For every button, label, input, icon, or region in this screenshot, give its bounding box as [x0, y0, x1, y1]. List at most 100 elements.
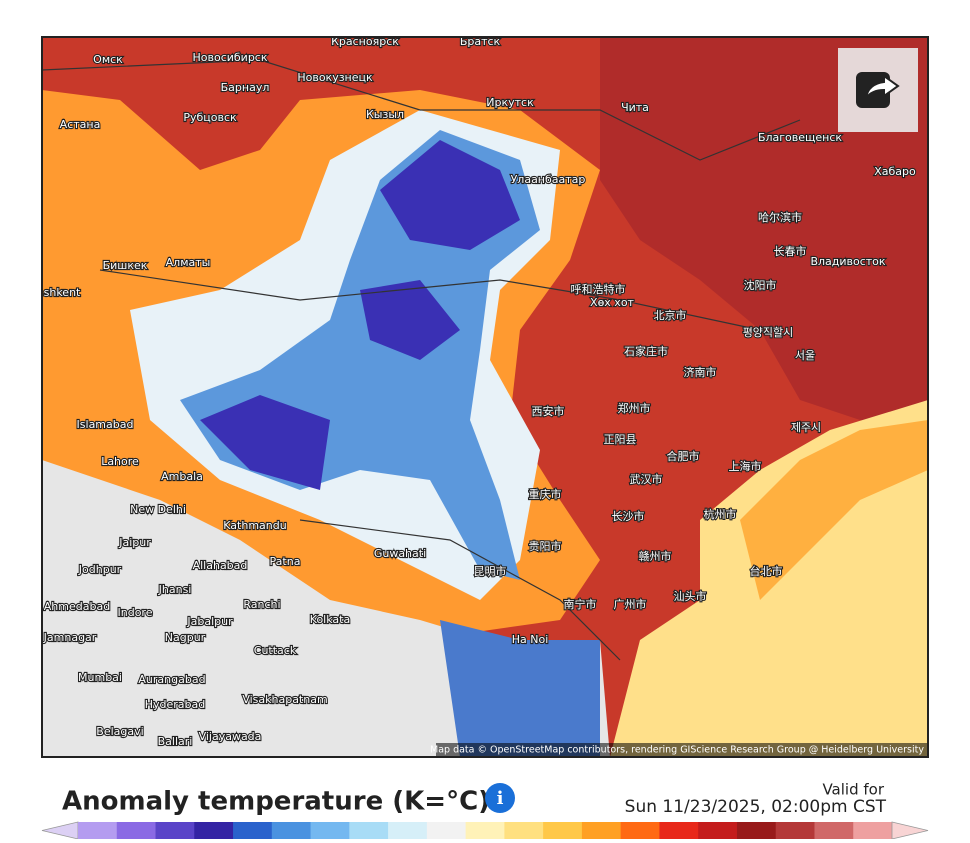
city-label: Visakhapatnam: [242, 693, 327, 706]
colorbar-swatch: [659, 822, 699, 839]
city-labels: Омск Новосибирск Красноярск Братск Барнаул Но…: [42, 35, 917, 749]
city-label: 昆明市: [474, 564, 507, 578]
city-label: Бишкек: [103, 259, 148, 272]
city-label: shkent: [44, 286, 81, 299]
city-label: 郑州市: [618, 401, 651, 415]
city-label: Ambala: [161, 470, 203, 483]
colorbar-swatch: [388, 822, 428, 839]
city-label: Чита: [621, 101, 649, 114]
city-label: Cuttack: [254, 644, 297, 657]
city-label: Jaipur: [118, 536, 151, 549]
city-label: 西安市: [532, 404, 565, 418]
city-label: Улаанбаатар: [511, 173, 586, 186]
colorbar-swatch: [426, 822, 467, 839]
attribution: Map data © OpenStreetMap contributors, r…: [430, 745, 924, 756]
colorbar-swatch: [271, 822, 312, 839]
city-label: Ahmedabad: [44, 600, 110, 613]
city-label: 北京市: [654, 308, 687, 322]
colorbar-arrow: [891, 821, 929, 840]
city-label: Новокузнецк: [297, 71, 373, 84]
city-label: 沈阳市: [744, 278, 777, 292]
city-label: Jamnagar: [43, 631, 97, 644]
colorbar-swatch: [581, 822, 622, 839]
city-label: Барнаул: [221, 81, 270, 94]
city-label: 长沙市: [612, 509, 645, 523]
city-label: Кызыл: [366, 108, 404, 121]
city-label: Jhansi: [158, 583, 192, 596]
city-label: 서울: [795, 349, 815, 362]
colorbar-swatch: [194, 822, 234, 839]
coldest-region: [200, 140, 520, 490]
city-label: 南宁市: [564, 597, 597, 611]
share-button[interactable]: [838, 48, 918, 132]
city-label: Новосибирск: [192, 51, 267, 64]
city-label: 合肥市: [667, 449, 700, 463]
city-label: Астана: [60, 118, 101, 131]
city-label: Patna: [270, 555, 301, 568]
colorbar-swatch: [349, 822, 389, 839]
city-label: 杭州市: [704, 507, 737, 521]
city-label: Nagpur: [165, 631, 206, 644]
city-label: Kolkata: [310, 613, 350, 626]
city-label: 上海市: [729, 459, 762, 473]
colorbar-swatch: [310, 822, 350, 839]
warm-region: [600, 37, 928, 430]
indochina-region: [440, 620, 600, 757]
city-label: 台北市: [750, 564, 783, 578]
map: Омск Новосибирск Красноярск Братск Барнаул Но…: [42, 35, 928, 757]
map-frame: [41, 36, 929, 758]
colorbar-swatch: [775, 822, 815, 839]
sea-warm-band: [740, 420, 928, 600]
city-label: Благовещенск: [758, 131, 842, 144]
city-label: 石家庄市: [624, 344, 668, 358]
city-label: Jabalpur: [186, 615, 233, 628]
city-label: 贵阳市: [529, 539, 562, 553]
city-label: Алматы: [166, 256, 211, 269]
city-label: Иркутск: [486, 96, 534, 109]
city-label: Vijayawada: [199, 730, 262, 743]
colorbar-swatch: [736, 822, 777, 839]
colorbar-arrow: [41, 821, 79, 840]
info-button[interactable]: i: [485, 783, 515, 813]
city-label: Hyderabad: [145, 698, 206, 711]
city-label: New Delhi: [130, 503, 186, 516]
city-label: Indore: [118, 606, 153, 619]
city-label: Ha Noi: [512, 633, 549, 646]
legend-title: Anomaly temperature (K=°C): [62, 787, 490, 817]
colorbar-swatch: [814, 822, 854, 839]
city-label: Mumbai: [78, 671, 122, 684]
city-label: Islamabad: [77, 418, 134, 431]
colorbar-swatch: [853, 822, 893, 839]
colorbar-swatch: [620, 822, 660, 839]
city-label: 汕头市: [674, 589, 707, 603]
city-label: 正阳县: [604, 433, 637, 446]
attribution-bg: [436, 743, 928, 757]
city-label: 长春市: [774, 244, 807, 258]
colorbar-swatch: [504, 822, 544, 839]
city-label: Хабаро: [874, 165, 916, 178]
city-label: 哈尔滨市: [758, 210, 802, 224]
city-label: 武汉市: [630, 472, 663, 486]
city-label: 济南市: [684, 365, 717, 379]
city-label: Рубцовск: [183, 111, 237, 124]
city-label: Lahore: [101, 455, 139, 468]
valid-time: Sun 11/23/2025, 02:00pm CST: [625, 797, 887, 817]
city-label: Aurangabad: [138, 673, 205, 686]
city-label: 广州市: [614, 597, 647, 611]
city-label: Ballari: [158, 735, 193, 748]
city-label: Омск: [93, 53, 123, 66]
city-label: 赣州市: [639, 549, 672, 563]
valid-label: Valid for: [822, 781, 884, 799]
city-label: Allahabad: [193, 559, 248, 572]
colorbar-swatch: [233, 822, 273, 839]
city-label: Владивосток: [810, 255, 885, 268]
city-label: 重庆市: [529, 487, 562, 501]
info-icon[interactable]: [485, 783, 515, 813]
info-glyph: i: [497, 788, 504, 809]
city-label: Братск: [460, 35, 501, 48]
colorbar-swatch: [78, 822, 118, 839]
city-label: 呼和浩特市: [571, 282, 626, 296]
colorbar-swatch: [116, 822, 157, 839]
